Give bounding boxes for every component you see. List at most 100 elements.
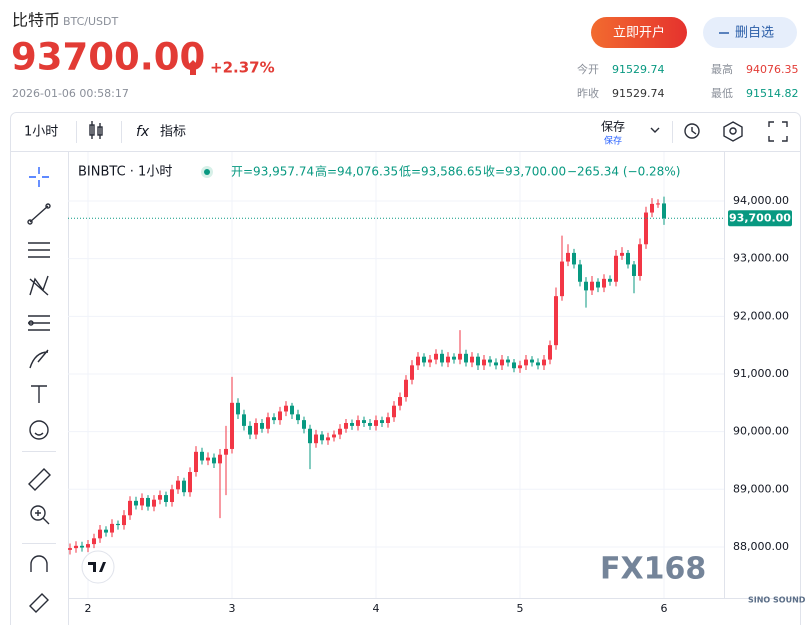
candle-body [464,353,468,363]
chart-panel [10,112,801,625]
candle-body [548,345,552,360]
interval[interactable]: 1小时 [24,125,58,140]
candle-body [212,457,216,464]
candle-body [320,434,324,441]
x-tick-label: 6 [661,602,668,615]
candle-body [494,362,498,366]
candle-body [146,497,150,507]
candle-body [638,244,642,276]
candle-body [74,545,78,549]
last-price-badge [728,210,792,227]
candle-body [476,356,480,366]
watermark-sub: SINO SOUND [748,596,806,605]
fx-icon[interactable]: fx [136,124,150,140]
candle-body [302,420,306,429]
candle-body [278,411,282,421]
candle-body [236,402,240,415]
candle-body [500,359,504,366]
candle-body [644,212,648,245]
remove-watch-button[interactable] [703,17,797,48]
candle-body [308,428,312,444]
alert-icon[interactable] [684,123,700,139]
remove-watch-label[interactable]: 删自选 [735,26,774,41]
candle-body [152,499,156,507]
change: +2.37% [210,59,275,77]
candle-body [512,362,516,369]
candle-body [176,480,180,490]
x-tick-label: 3 [229,602,236,615]
candle-body [86,544,90,548]
candle-body [440,353,444,363]
y-tick-label: 90,000.00 [733,425,789,438]
open-account-button[interactable] [591,17,687,48]
drawing-tools[interactable] [27,167,51,613]
dropdown[interactable] [650,127,660,133]
legend-close: 收=93,700.00 [483,165,566,179]
candle-body [266,417,270,429]
candle-body [392,405,396,418]
candle-body [446,356,450,363]
candle-body [416,356,420,366]
x-tick-label: 5 [517,602,524,615]
candle-body [164,495,168,502]
save[interactable]: 保存 [601,120,625,134]
legend-open: 开=93,957.74 [231,165,314,179]
candle-body [404,379,408,398]
candle-body [506,359,510,363]
candle-body [596,281,600,288]
fullscreen-icon[interactable] [768,121,788,142]
candle-body [632,264,636,276]
watermark: FX168 [600,552,706,587]
candle-body [182,480,186,493]
candle-body [188,472,192,493]
up-arrow [186,60,200,75]
last-price-label: 93,700.00 [729,211,791,224]
candle-body [116,523,120,526]
candle-body [224,448,228,455]
candle-body [134,500,138,506]
candle-body [656,203,660,205]
candle-body [488,359,492,363]
candle-body [566,252,570,262]
price: 93700.00 [11,36,205,79]
candle-body [248,425,252,435]
candle-body [368,423,372,426]
candle-body [158,495,162,500]
candle-body [608,278,612,282]
timestamp: 2026-01-06 00:58:17 [12,87,129,100]
candle-body [386,417,390,424]
candle-body [356,420,360,426]
candle-body [284,405,288,412]
candle-body [422,356,426,363]
candle-body [140,497,144,506]
candle-body [290,405,294,415]
candle-body [560,261,564,297]
candle-body [242,414,246,426]
stat-label: 昨收 [577,86,599,100]
candle-body [362,420,366,424]
candle-body [434,353,438,360]
candle-body [104,529,108,533]
stat-value: 94076.35 [746,63,799,76]
stat-value: 91529.74 [612,63,665,76]
candle-body [650,203,654,213]
open-account-label[interactable]: 立即开户 [613,25,665,41]
status-dot [204,169,210,175]
candle-body [314,434,318,444]
y-tick-label: 94,000.00 [733,194,789,207]
indicators[interactable]: 指标 [160,125,186,140]
candle-body [344,423,348,429]
candle-body [80,545,84,548]
candle-body [326,437,330,441]
candle-body [374,420,378,426]
candle-type-icon[interactable] [89,121,103,139]
settings-icon[interactable] [723,121,743,142]
candle-body [338,428,342,435]
candle-body [380,420,384,424]
candle-body [530,359,534,363]
candle-body [470,356,474,363]
candle-body [452,356,456,360]
legend-low: 低=93,586.65 [399,165,482,179]
candle-body [578,264,582,282]
